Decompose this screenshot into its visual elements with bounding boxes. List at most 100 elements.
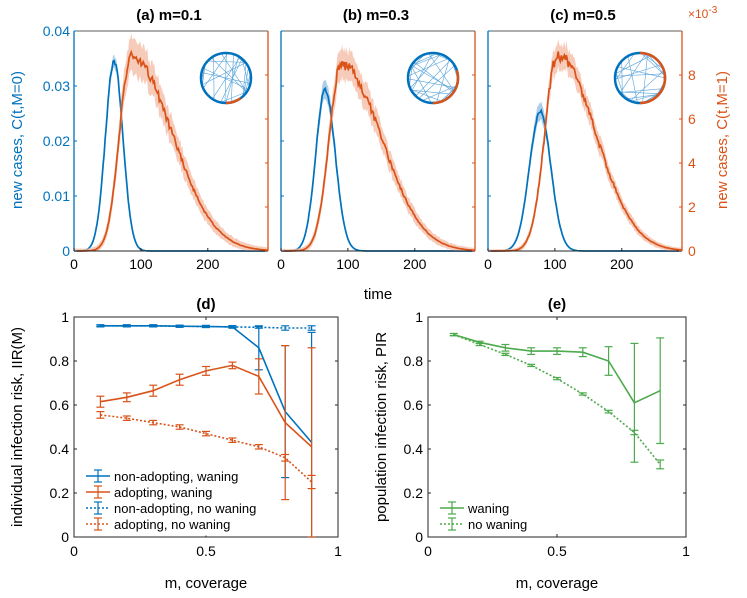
network-edge (642, 54, 648, 103)
left-y-tick-label: 0.01 (43, 188, 70, 204)
y-tick-label: 0.4 (404, 441, 424, 457)
x-tick-label: 0.5 (547, 543, 567, 559)
series-waning (449, 332, 665, 463)
y-tick-label: 0 (415, 529, 423, 545)
x-tick-label: 1 (334, 543, 342, 559)
x-tick-label: 200 (610, 256, 634, 272)
legend-label: non-adopting, no waning (114, 501, 256, 516)
C(t,M=1)-line (281, 60, 475, 252)
network-edge (418, 65, 455, 99)
x-tick-label: 0 (484, 256, 492, 272)
left-y-tick-label: 0.03 (43, 78, 70, 94)
network-edge (241, 58, 250, 88)
panel-a-title: (a) m=0.1 (136, 7, 201, 24)
panel-b: 0 100 200 (277, 30, 476, 272)
network-icon (613, 51, 667, 105)
y-tick-label: 1 (415, 309, 423, 325)
network-edge (201, 63, 206, 86)
y-tick-label: 0.4 (50, 441, 70, 457)
y-tick-label: 0.2 (50, 485, 70, 501)
network-edge (436, 58, 450, 103)
adopter-arc (639, 51, 667, 105)
network-edge (615, 55, 652, 75)
x-tick-label: 1 (682, 543, 690, 559)
network-edge (407, 78, 457, 89)
panel-d-ylabel: individual infection risk, IIR(M) (9, 327, 26, 527)
series-adopting-no-waning (96, 411, 316, 490)
y-tick-label: 0.6 (50, 397, 70, 413)
network-edge (410, 89, 443, 102)
x-tick-label: 100 (336, 256, 360, 272)
network-edge (411, 53, 438, 66)
y-tick-label: 0.8 (404, 353, 424, 369)
network-icon (199, 51, 253, 105)
right-axis-exponent: ×10-3 (688, 5, 718, 21)
legend-label: no waning (468, 517, 527, 532)
x-tick-label: 0 (424, 543, 432, 559)
right-y-tick-label: 6 (688, 111, 696, 127)
network-edge (428, 53, 455, 92)
network-edge (202, 52, 229, 89)
right-y-tick-label: 0 (688, 243, 696, 259)
right-y-tick-label: 8 (688, 67, 696, 83)
network-edge (211, 57, 247, 93)
C(t,M=1)-line (74, 49, 268, 252)
x-tick-label: 100 (129, 256, 153, 272)
C(t,M=1)-band (74, 32, 268, 251)
plot-area (488, 31, 682, 251)
network-edge (409, 53, 441, 89)
network-edge (410, 65, 432, 104)
legend-box (79, 464, 267, 536)
network-edge (411, 65, 455, 91)
network-edge (225, 56, 239, 104)
y-tick-label: 1 (61, 309, 69, 325)
adopter-arc (432, 69, 460, 105)
bottom-panels: 0 0.5 1 0 0.2 0.4 0.6 0.8 1 non-adopting, waninga… (50, 309, 691, 559)
network-edge (201, 72, 251, 84)
series-line (100, 414, 313, 483)
series-non-adopting-no-waning (96, 324, 316, 331)
exponent-base: ×10 (688, 7, 709, 21)
network-edge (614, 53, 635, 81)
y-tick-label: 0 (61, 529, 69, 545)
x-tick-label: 0 (70, 543, 78, 559)
y-tick-label: 0.8 (50, 353, 70, 369)
network-edge (413, 61, 454, 93)
network-edge (621, 60, 623, 96)
network-edge (627, 56, 638, 103)
panel-e-title: (e) (548, 296, 566, 313)
top-xlabel: time (364, 286, 392, 303)
network-edge (614, 64, 662, 80)
panel-b-title: (b) m=0.3 (343, 7, 409, 24)
legend-label: non-adopting, waning (114, 469, 238, 484)
left-y-tick-label: 0.02 (43, 133, 70, 149)
left-y-tick-label: 0 (62, 243, 70, 259)
network-edge (242, 63, 247, 97)
legend-label: adopting, waning (114, 485, 212, 500)
top-panels: 0 100 200 0 0.01 0.02 0.03 0.04 0 100 200 0 100 200 0 2… (43, 23, 696, 272)
panel-d-title: (d) (196, 296, 215, 313)
network-edge (408, 54, 425, 73)
x-tick-label: 0 (70, 256, 78, 272)
exponent-power: -3 (708, 5, 717, 16)
right-y-tick-label: 2 (688, 199, 696, 215)
panel-c: 0 100 200 0 2 4 6 8 (484, 30, 696, 272)
panel-a: 0 100 200 0 0.01 0.02 0.03 0.04 (43, 23, 269, 272)
network-edge (411, 89, 453, 95)
y-tick-label: 0.2 (404, 485, 424, 501)
adopter-arc (225, 97, 242, 105)
series-no-waning (449, 332, 665, 470)
panel-d-xlabel: m, coverage (165, 575, 248, 592)
x-tick-label: 0 (277, 256, 285, 272)
network-edge (410, 54, 442, 67)
series-adopting-waning (96, 345, 316, 538)
network-edge (207, 60, 246, 63)
network-icon (406, 51, 460, 105)
legend-box (433, 496, 547, 536)
panel-e-xlabel: m, coverage (516, 575, 599, 592)
network-edge (642, 52, 664, 70)
